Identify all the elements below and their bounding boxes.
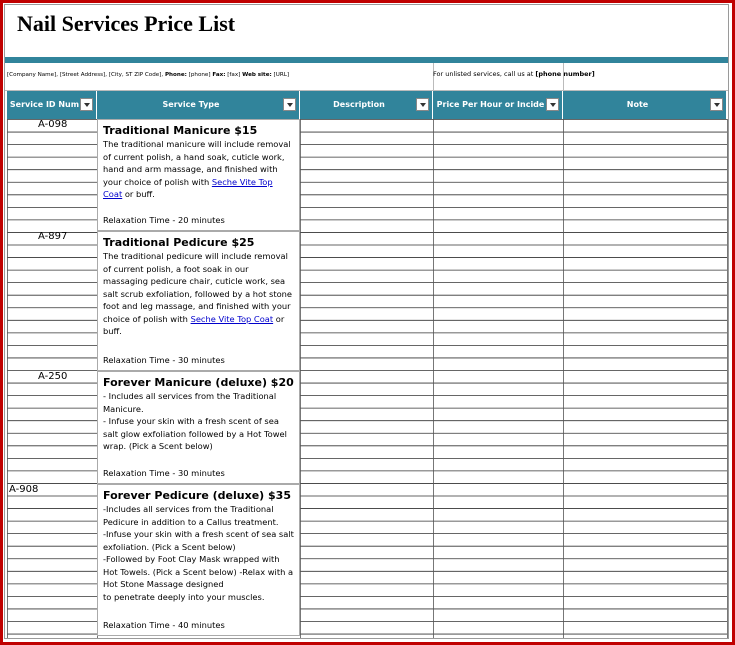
- service-description: - Infuse your skin with a fresh scent of…: [103, 415, 294, 453]
- description-text: or buff.: [124, 189, 155, 199]
- column-header: Note: [563, 91, 727, 119]
- description-text: The traditional pedicure will include re…: [103, 251, 293, 324]
- service-name: Forever Pedicure (deluxe) $35: [103, 489, 291, 502]
- description-text: to penetrate deeply into your muscles.: [103, 591, 265, 602]
- contact-text: [URL]: [273, 72, 290, 78]
- column-header-text: Price Per Hour or Incide: [436, 100, 545, 109]
- note-phone: [phone number]: [535, 70, 595, 78]
- label: Phone:: [164, 72, 187, 78]
- unlisted-note: For unlisted services, call us at [phone…: [433, 70, 595, 78]
- description-text: -Includes all services from the Traditio…: [103, 504, 279, 527]
- relaxation-time: Relaxation Time - 30 minutes: [103, 467, 225, 478]
- service-id: A-250: [38, 371, 68, 382]
- service-description: -Infuse your skin with a fresh scent of …: [103, 528, 294, 553]
- column-header: Description: [300, 91, 433, 119]
- service-name: Traditional Manicure $15: [103, 124, 258, 137]
- service-id: A-897: [38, 231, 68, 242]
- service-box: Forever Manicure (deluxe) $20 - Includes …: [97, 371, 300, 484]
- contact-text: [fax]: [227, 72, 241, 78]
- column-header-text: Service Type: [162, 100, 220, 109]
- contact-text: [phone]: [188, 72, 211, 78]
- relaxation-time: Relaxation Time - 20 minutes: [103, 214, 225, 225]
- relaxation-time: Relaxation Time - 30 minutes: [103, 354, 225, 365]
- column-header-text: Service ID Num: [9, 100, 80, 109]
- product-link[interactable]: Seche Vite Top Coat: [190, 313, 274, 324]
- filter-dropdown[interactable]: [546, 98, 559, 111]
- description-text: -Followed by Foot Clay Mask wrapped with…: [103, 554, 294, 589]
- title-band: [5, 57, 728, 63]
- filter-dropdown[interactable]: [416, 98, 429, 111]
- description-text: - Infuse your skin with a fresh scent of…: [103, 416, 287, 451]
- column-header-text: Description: [333, 100, 385, 109]
- sheet-title: Nail Services Price List: [17, 11, 236, 36]
- label: Web site:: [242, 72, 272, 78]
- service-box: Traditional Pedicure $25 The traditional …: [97, 231, 300, 371]
- relaxation-time: Relaxation Time - 40 minutes: [103, 619, 225, 630]
- service-id: A-908: [9, 484, 39, 495]
- description-text: or buff.: [103, 313, 285, 337]
- filter-dropdown[interactable]: [710, 98, 723, 111]
- description-text: - Includes all services from the Traditi…: [103, 391, 277, 414]
- service-name: Forever Manicure (deluxe) $20: [103, 376, 294, 389]
- service-description: -Followed by Foot Clay Mask wrapped with…: [103, 553, 294, 591]
- description-text: -Infuse your skin with a fresh scent of …: [103, 529, 294, 552]
- column-header: Service ID Num: [7, 91, 97, 119]
- service-description: to penetrate deeply into your muscles.: [103, 591, 294, 604]
- column-header: Price Per Hour or Incide: [433, 91, 563, 119]
- service-box: Forever Pedicure (deluxe) $35 -Includes a…: [97, 484, 300, 636]
- contact-text: [Company Name], [Street Address], [City,…: [7, 72, 164, 78]
- column-header: Service Type: [97, 91, 300, 119]
- service-description: -Includes all services from the Traditio…: [103, 503, 294, 528]
- service-description: - Includes all services from the Traditi…: [103, 390, 294, 415]
- service-description: The traditional pedicure will include re…: [103, 250, 294, 338]
- service-box: Traditional Manicure $15 The traditional …: [97, 119, 300, 231]
- product-link[interactable]: Seche Vite Top Coat: [103, 176, 273, 200]
- service-id: A-098: [38, 119, 68, 130]
- label: Fax:: [212, 72, 226, 78]
- note-text: For unlisted services, call us at: [433, 70, 534, 78]
- contact-line: [Company Name], [Street Address], [City,…: [7, 72, 289, 78]
- column-header-text: Note: [626, 100, 649, 109]
- description-text: The traditional manicure will include re…: [103, 139, 291, 187]
- service-description: The traditional manicure will include re…: [103, 138, 294, 201]
- service-name: Traditional Pedicure $25: [103, 236, 255, 249]
- sheet: Nail Services Price List [Company Name],…: [4, 4, 729, 639]
- filter-dropdown[interactable]: [283, 98, 296, 111]
- filter-dropdown[interactable]: [80, 98, 93, 111]
